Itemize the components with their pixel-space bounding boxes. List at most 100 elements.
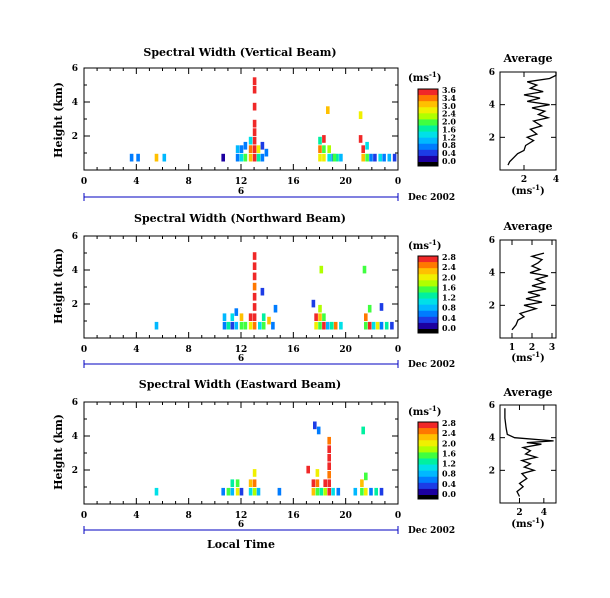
heatmap-cell <box>261 313 266 321</box>
heatmap-cell <box>327 479 331 487</box>
y-axis-label: Height (km) <box>52 414 65 490</box>
panel-northward-beam: Spectral Width (Northward Beam) Height (… <box>52 212 557 370</box>
colorbar: (ms-1) 2.82.42.01.61.20.80.40.0 <box>408 238 456 334</box>
colorbar-ticks: 2.82.42.01.61.20.80.40.0 <box>442 252 456 333</box>
heatmap-cell <box>252 128 257 136</box>
heatmap-cell <box>256 487 261 496</box>
heatmap-cell <box>136 153 140 162</box>
heatmap-cell <box>252 136 257 145</box>
x-tick-label: 4 <box>133 177 139 187</box>
colorbar-tick-label: 2.4 <box>442 262 456 272</box>
x-axis-ticks: 0 4 8 12 16 20 0 <box>81 68 401 187</box>
x-tick-label: 16 <box>287 177 300 187</box>
colorbar-swatch <box>418 304 438 312</box>
y-tick-label: 6 <box>72 64 78 74</box>
heatmap-cell <box>243 321 248 330</box>
heatmap-cell <box>369 153 373 162</box>
heatmap-cell <box>364 487 368 496</box>
colorbar-ticks: 2.82.42.01.61.20.80.40.0 <box>442 418 456 499</box>
heatmap-cell <box>252 487 257 496</box>
heatmap-cell <box>362 265 367 274</box>
colorbar-swatch <box>418 464 438 472</box>
colorbar-swatch <box>418 155 438 163</box>
average-ticks: 2 4 2 4 6 <box>489 68 559 185</box>
heatmap-cell <box>318 145 322 153</box>
heatmap-cell <box>252 252 257 260</box>
average-profile: Average 2 4 2 4 6 (ms-1) <box>489 386 557 530</box>
average-line <box>504 408 554 497</box>
heatmap-cell <box>365 153 369 162</box>
heatmap-cell <box>235 153 240 162</box>
y-tick-label: 2 <box>72 466 78 476</box>
y-tick-label: 4 <box>72 266 78 276</box>
heatmap-cell <box>367 304 372 313</box>
colorbar-tick-label: 2.8 <box>442 418 456 428</box>
colorbar-swatch <box>418 119 438 126</box>
heatmap-cell <box>390 321 394 330</box>
x-tick-label: 0 <box>81 177 87 187</box>
x-tick-label: 16 <box>287 345 300 355</box>
x-tick-label: 8 <box>186 345 192 355</box>
average-line <box>507 72 557 166</box>
colorbar-swatch <box>418 446 438 453</box>
average-y-tick-label: 4 <box>489 434 495 444</box>
heatmap-cell <box>318 321 322 330</box>
colorbar-swatch <box>418 298 438 306</box>
colorbar-tick-label: 2.0 <box>442 117 456 127</box>
heatmap-cell <box>382 153 386 162</box>
heatmap-cell <box>271 321 275 330</box>
colorbar-tick-label: 0.0 <box>442 323 456 333</box>
heatmap-cell <box>331 487 335 496</box>
heatmap-cell <box>327 153 331 162</box>
average-x-tick-label: 2 <box>529 343 535 353</box>
colorbar-tick-label: 3.0 <box>442 101 456 111</box>
heatmap-cell <box>318 313 322 321</box>
colorbar-swatch <box>418 101 438 108</box>
colorbar-swatches <box>418 422 438 499</box>
heatmap-cell <box>234 308 239 316</box>
panel-title: Spectral Width (Vertical Beam) <box>143 46 336 59</box>
heatmap-cell <box>252 272 257 281</box>
heatmap-cell <box>248 487 253 496</box>
heatmap-cell <box>256 153 261 162</box>
heatmap-cell <box>379 487 384 496</box>
average-x-tick-label: 1 <box>509 343 515 353</box>
colorbar-swatch <box>418 113 438 120</box>
y-axis-label: Height (km) <box>52 82 65 158</box>
day-label: 6 <box>238 520 244 530</box>
colorbar-swatch <box>418 95 438 102</box>
average-profile: Average 1 2 3 2 4 6 (ms-1) <box>489 220 557 364</box>
heatmap-cell <box>248 479 253 487</box>
colorbar-swatch <box>418 476 438 484</box>
colorbar-units: (ms-1) <box>408 238 441 252</box>
heatmap-cell <box>326 106 330 114</box>
heatmap-cell <box>154 153 159 162</box>
x-tick-label: 0 <box>81 511 87 521</box>
colorbar-tick-label: 1.2 <box>442 293 456 303</box>
heatmap-cell <box>235 487 240 496</box>
colorbar-tick-label: 0.8 <box>442 140 456 150</box>
heatmap-cell <box>335 153 339 162</box>
heatmap-cell <box>313 421 317 430</box>
colorbar-tick-label: 2.8 <box>442 252 456 262</box>
colorbar-tick-label: 2.0 <box>442 438 456 448</box>
y-axis-ticks: 2 4 6 <box>72 232 398 322</box>
colorbar-tick-label: 2.0 <box>442 272 456 282</box>
colorbar-swatch <box>418 137 438 145</box>
average-ticks: 2 4 2 4 6 <box>489 401 556 518</box>
colorbar-swatch <box>418 107 438 114</box>
y-tick-label: 4 <box>72 98 78 108</box>
heatmap-cell <box>306 465 310 474</box>
average-x-tick-label: 4 <box>541 508 547 518</box>
heatmap-cell <box>311 299 316 308</box>
heatmap-cell <box>339 321 343 330</box>
heatmap-cell <box>314 321 318 330</box>
date-label: Dec 2002 <box>408 360 455 370</box>
heatmap-cell <box>323 487 327 496</box>
average-title: Average <box>502 386 552 399</box>
heatmap-cell <box>367 321 372 330</box>
heatmap-cell <box>378 153 382 162</box>
heatmap-cell <box>252 153 257 162</box>
x-tick-label: 20 <box>339 511 352 521</box>
